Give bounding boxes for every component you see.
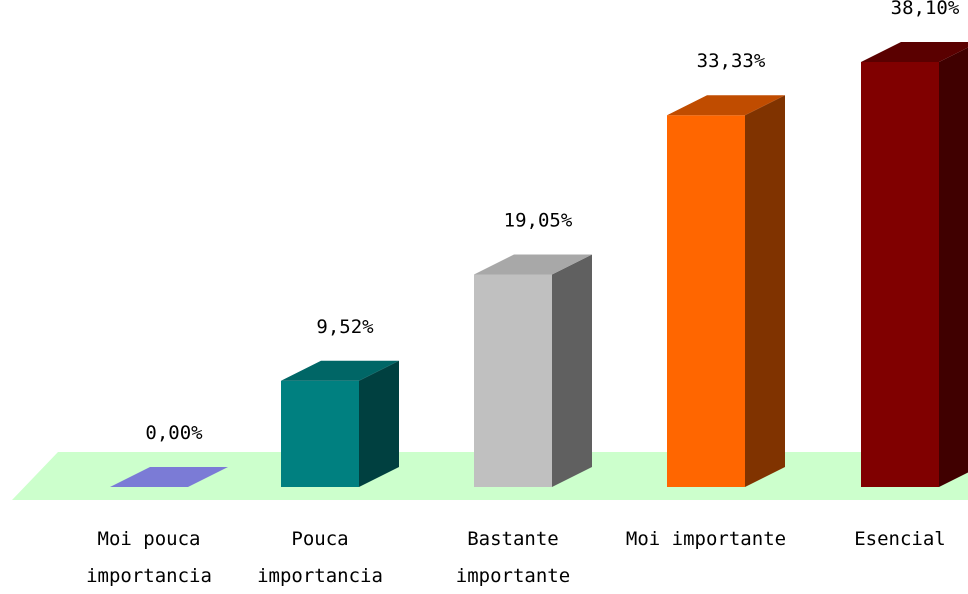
category-label: Pouca	[291, 528, 348, 550]
bar-top	[667, 95, 785, 116]
bar-front	[474, 274, 552, 487]
category-label: Moi importante	[626, 528, 786, 550]
bar-side	[359, 360, 399, 487]
bar-4	[667, 95, 785, 487]
bar-front	[861, 62, 939, 487]
bar-3	[474, 254, 592, 487]
category-label: Esencial	[854, 528, 946, 550]
bar-side	[552, 254, 592, 487]
bar-top	[861, 42, 968, 62]
category-label: importante	[456, 565, 570, 587]
bar-5	[861, 42, 968, 487]
bar-top	[281, 360, 399, 381]
value-label: 0,00%	[145, 422, 203, 444]
category-label: importancia	[86, 565, 212, 587]
value-label: 38,10%	[891, 0, 960, 19]
bar-top	[110, 467, 228, 487]
category-label: importancia	[257, 565, 383, 587]
value-label: 33,33%	[697, 50, 766, 72]
category-label: Moi pouca	[98, 528, 201, 550]
value-label: 19,05%	[504, 210, 573, 232]
category-labels-group: Moi pouca importancia Pouca importancia Bast…	[86, 528, 946, 587]
value-labels-group: 0,00% 9,52% 19,05% 33,33% 38,10%	[145, 0, 959, 444]
bar-2	[281, 360, 399, 487]
bar-1	[110, 467, 228, 487]
bars-group	[110, 42, 968, 487]
bar-top	[474, 254, 592, 275]
bar-side	[745, 95, 785, 487]
bar-front	[667, 115, 745, 487]
category-label: Bastante	[467, 528, 559, 550]
bar-side	[939, 47, 968, 487]
bar-front	[281, 380, 359, 487]
value-label: 9,52%	[316, 316, 374, 338]
